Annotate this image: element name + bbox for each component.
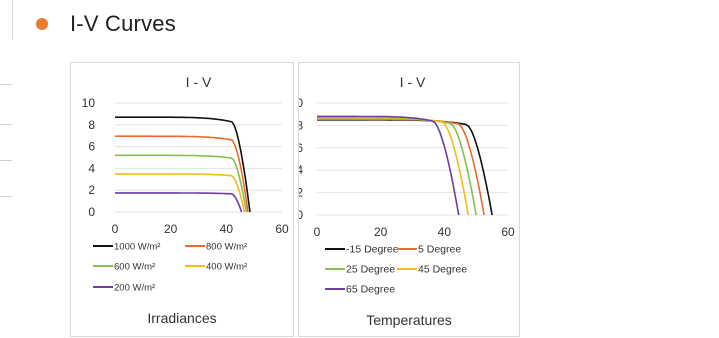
- legend-label: 200 W/m²: [114, 283, 155, 294]
- y-tick-label: 2: [88, 183, 95, 197]
- x-tick-label: 0: [314, 225, 321, 239]
- series-line: [115, 154, 248, 213]
- y-tick-label: 10: [299, 96, 303, 110]
- y-tick-label: 2: [299, 186, 303, 200]
- left-divider: [12, 0, 13, 40]
- legend-label: 1000 W/m²: [114, 242, 160, 253]
- series-line: [115, 135, 249, 213]
- section-title: I-V Curves: [70, 11, 176, 36]
- series-line: [317, 115, 460, 216]
- y-tick-label: 8: [88, 118, 95, 132]
- x-tick-label: 40: [438, 225, 452, 239]
- iv-chart-irradiances: I - V 0 2 4 6 8 10 0 20 40 60 1000 W/m² 800 W/m² 600 …: [82, 74, 289, 326]
- x-tick-label: 60: [275, 222, 289, 236]
- chart-panel-temperatures: I - V 0 2 4 6 8 10 0 20 40 60 -15 Degree 5 Degree 25 …: [298, 62, 520, 337]
- side-tick: [0, 160, 12, 161]
- y-tick-label: 4: [299, 163, 303, 177]
- legend-label: 25 Degree: [346, 264, 395, 276]
- series-line: [317, 116, 469, 216]
- y-tick-label: 6: [88, 140, 95, 154]
- x-tick-label: 40: [220, 222, 234, 236]
- y-tick-label: 0: [299, 208, 303, 222]
- legend-label: 600 W/m²: [114, 262, 155, 273]
- series-line: [317, 117, 477, 216]
- side-tick: [0, 84, 12, 85]
- y-tick-label: 6: [299, 141, 303, 155]
- legend-label: 65 Degree: [346, 284, 395, 296]
- chart-caption: Irradiances: [147, 310, 216, 326]
- side-tick: [0, 124, 12, 125]
- x-tick-label: 60: [501, 225, 515, 239]
- legend-label: 5 Degree: [418, 244, 461, 256]
- section-header: I-V Curves: [36, 6, 176, 42]
- x-tick-label: 0: [112, 222, 119, 236]
- chart-title: I - V: [186, 74, 212, 90]
- x-tick-label: 20: [374, 225, 388, 239]
- y-tick-label: 4: [88, 161, 95, 175]
- legend-label: 45 Degree: [418, 264, 467, 276]
- chart-panel-irradiances: I - V 0 2 4 6 8 10 0 20 40 60 1000 W/m² 800 W/m² 600 …: [70, 62, 294, 337]
- x-tick-label: 20: [164, 222, 178, 236]
- chart-title: I - V: [400, 74, 426, 90]
- chart-caption: Temperatures: [366, 312, 452, 328]
- series-line: [115, 116, 251, 213]
- legend-label: -15 Degree: [346, 244, 399, 256]
- iv-chart-temperatures: I - V 0 2 4 6 8 10 0 20 40 60 -15 Degree 5 Degree 25 …: [299, 74, 515, 328]
- series-line: [114, 173, 246, 213]
- legend-label: 800 W/m²: [206, 242, 247, 253]
- side-tick: [0, 196, 12, 197]
- series-line: [115, 192, 243, 213]
- y-tick-label: 0: [88, 205, 95, 219]
- y-tick-label: 10: [82, 96, 96, 110]
- y-tick-label: 8: [299, 118, 303, 132]
- legend-label: 400 W/m²: [206, 262, 247, 273]
- bullet-dot-icon: [36, 18, 48, 30]
